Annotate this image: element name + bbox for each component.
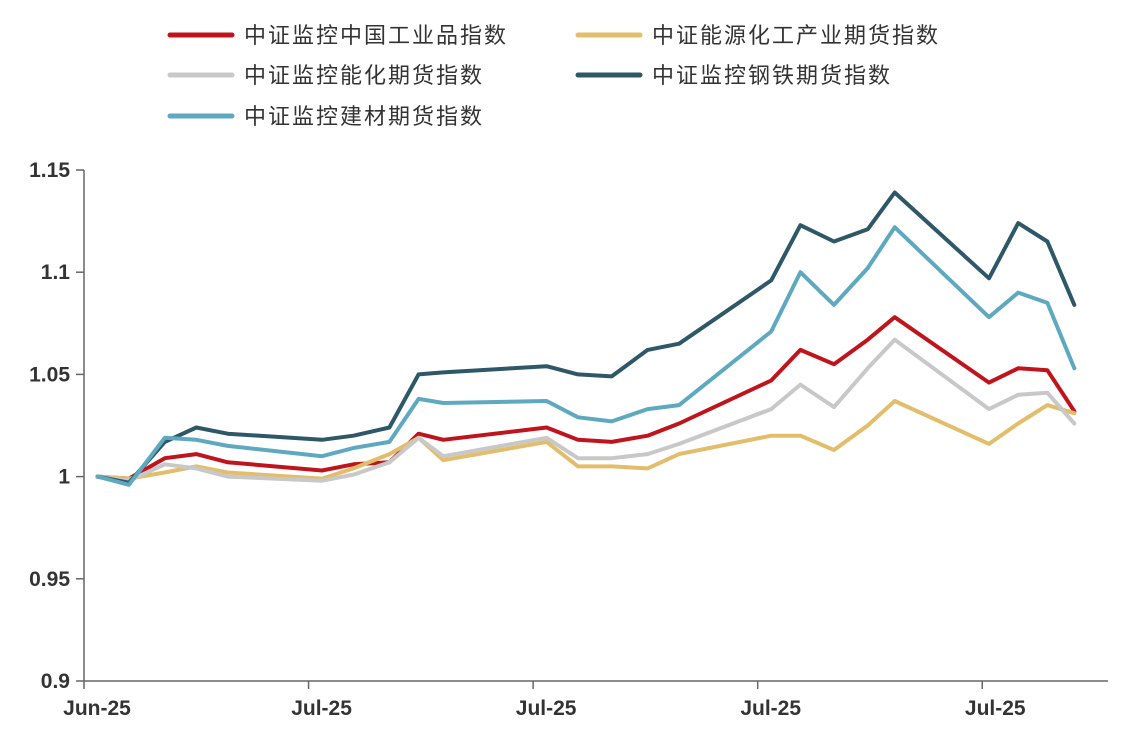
axes bbox=[83, 170, 1108, 682]
x-tick-label: Jul-25 bbox=[965, 697, 1026, 720]
y-tick-label: 0.95 bbox=[29, 568, 70, 591]
legend-item-0: 中证监控中国工业品指数 bbox=[167, 24, 508, 49]
legend-label: 中证监控中国工业品指数 bbox=[244, 24, 508, 49]
x-tick-label: Jul-25 bbox=[291, 697, 352, 720]
legend-label: 中证监控能化期货指数 bbox=[244, 64, 484, 89]
series-line-4 bbox=[95, 225, 1077, 487]
y-tick-label: 1.05 bbox=[29, 363, 70, 386]
x-axis-ticks: Jun-25 Jul-25 Jul-25 Jul-25 Jul-25 bbox=[63, 681, 1026, 720]
series-line-0 bbox=[95, 315, 1077, 481]
legend-item-1: 中证能源化工产业期货指数 bbox=[575, 24, 940, 49]
x-tick-label: Jul-25 bbox=[740, 697, 801, 720]
x-tick-label: Jul-25 bbox=[516, 697, 577, 720]
series-line-2 bbox=[95, 337, 1077, 483]
y-tick-label: 1.15 bbox=[29, 159, 70, 182]
legend-label: 中证监控建材期货指数 bbox=[244, 105, 484, 130]
series-line-3 bbox=[95, 190, 1077, 485]
legend-item-3: 中证监控钢铁期货指数 bbox=[575, 64, 892, 89]
y-axis-ticks: 0.9 0.95 1 1.05 1.1 1.15 bbox=[29, 159, 84, 693]
legend-label: 中证能源化工产业期货指数 bbox=[652, 24, 940, 49]
series-line-1 bbox=[95, 399, 1077, 481]
legend-item-4: 中证监控建材期货指数 bbox=[167, 105, 484, 130]
y-tick-label: 0.9 bbox=[41, 670, 70, 693]
series-lines bbox=[95, 190, 1077, 487]
legend-item-2: 中证监控能化期货指数 bbox=[167, 64, 484, 89]
legend-label: 中证监控钢铁期货指数 bbox=[652, 64, 892, 89]
x-tick-label: Jun-25 bbox=[63, 697, 131, 720]
y-tick-label: 1.1 bbox=[41, 261, 71, 284]
y-tick-label: 1 bbox=[58, 466, 70, 489]
